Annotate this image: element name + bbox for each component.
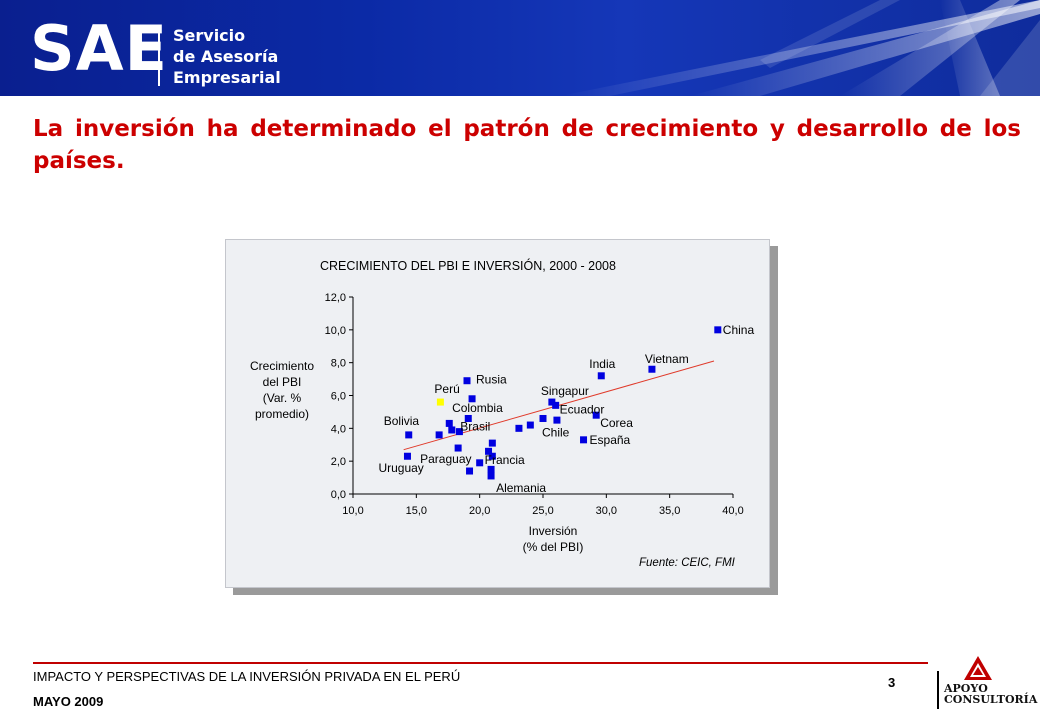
point-label: Vietnam — [645, 352, 689, 366]
data-point-rusia — [463, 377, 471, 385]
data-point-singapur — [548, 398, 556, 406]
point-label: China — [723, 323, 755, 337]
y-tick-label: 2,0 — [331, 456, 346, 468]
slide-headline: La inversión ha determinado el patrón de… — [33, 116, 1021, 174]
data-point-peru — [436, 398, 444, 406]
point-label: Colombia — [452, 401, 503, 415]
point-label: Rusia — [476, 373, 507, 387]
y-tick-label: 4,0 — [331, 423, 346, 435]
y-axis-title-line: del PBI — [263, 375, 302, 389]
x-tick-label: 30,0 — [596, 505, 617, 517]
point-label: Corea — [600, 416, 633, 430]
point-label: India — [589, 357, 615, 371]
y-tick-label: 6,0 — [331, 391, 346, 403]
data-point — [515, 424, 523, 432]
point-label: Brasil — [460, 419, 490, 433]
apoyo-logo-text: APOYO CONSULTORÍA — [944, 683, 1037, 705]
point-label: Chile — [542, 425, 570, 439]
apoyo-brand-line: CONSULTORÍA — [944, 693, 1038, 706]
y-axis-title-line: (Var. % — [263, 391, 302, 405]
x-tick-label: 10,0 — [342, 505, 363, 517]
data-point — [488, 439, 496, 447]
apoyo-brand-line: APOYO — [944, 682, 988, 695]
banner-light-rays — [560, 0, 1040, 96]
x-tick-label: 35,0 — [659, 505, 680, 517]
data-point-paraguay — [454, 444, 462, 452]
y-tick-label: 10,0 — [325, 325, 346, 337]
x-tick-label: 20,0 — [469, 505, 490, 517]
data-point — [435, 431, 443, 439]
logo-divider — [158, 28, 160, 86]
data-point — [487, 465, 495, 473]
data-point-colombia — [468, 395, 476, 403]
page-number: 3 — [888, 675, 896, 690]
x-axis-title: Inversión (% del PBI) — [523, 524, 584, 554]
data-point — [526, 421, 534, 429]
chart-title: CRECIMIENTO DEL PBI E INVERSIÓN, 2000 - … — [320, 258, 616, 273]
x-tick-label: 40,0 — [722, 505, 743, 517]
data-point-uruguay — [403, 452, 411, 460]
point-label: Uruguay — [378, 461, 423, 475]
y-axis-title: Crecimiento del PBI (Var. % promedio) — [250, 359, 314, 421]
chart-source-note: Fuente: CEIC, FMI — [639, 557, 736, 569]
y-tick-label: 8,0 — [331, 358, 346, 370]
data-point-vietnam — [648, 365, 656, 373]
y-axis-title-line: promedio) — [255, 407, 309, 421]
footer-title: IMPACTO Y PERSPECTIVAS DE LA INVERSIÓN P… — [33, 669, 461, 684]
footer-divider — [33, 662, 928, 664]
logo-subtitle: Servicio de Asesoría Empresarial — [173, 25, 281, 88]
data-point-francia — [476, 459, 484, 467]
data-point-ecuador — [552, 401, 560, 409]
data-point — [455, 428, 463, 436]
point-label: Singapur — [541, 384, 589, 398]
sae-logo: SAE — [30, 12, 168, 85]
header-banner: SAE Servicio de Asesoría Empresarial — [0, 0, 1040, 96]
data-point-bolivia — [405, 431, 413, 439]
logo-sub-line: Servicio — [173, 26, 246, 45]
data-point-chile — [539, 414, 547, 422]
apoyo-logo-bar — [937, 671, 939, 709]
data-point-brasil — [464, 414, 472, 422]
logo-sub-line: de Asesoría — [173, 47, 279, 66]
point-label: Bolivia — [384, 414, 420, 428]
x-tick-label: 25,0 — [532, 505, 553, 517]
y-axis-title-line: Crecimiento — [250, 359, 314, 373]
x-tick-label: 15,0 — [406, 505, 427, 517]
point-label: España — [590, 433, 631, 447]
data-point — [488, 452, 496, 460]
data-point-corea — [592, 411, 600, 419]
point-label: Alemania — [496, 481, 546, 495]
scatter-chart: CRECIMIENTO DEL PBI E INVERSIÓN, 2000 - … — [250, 258, 755, 569]
data-point-alemania — [487, 472, 495, 480]
x-axis-title-line: (% del PBI) — [523, 540, 584, 554]
point-label: Ecuador — [560, 402, 605, 416]
footer-date: MAYO 2009 — [33, 694, 104, 709]
data-point-china — [714, 326, 722, 334]
data-point — [466, 467, 474, 475]
point-label: Perú — [434, 382, 459, 396]
data-point — [445, 419, 453, 427]
logo-sub-line: Empresarial — [173, 68, 281, 87]
point-label: Francia — [485, 453, 525, 467]
x-axis-title-line: Inversión — [529, 524, 578, 538]
chart-panel: CRECIMIENTO DEL PBI E INVERSIÓN, 2000 - … — [225, 239, 770, 588]
data-point — [448, 426, 456, 434]
data-point — [485, 447, 493, 455]
point-label: Paraguay — [420, 452, 471, 466]
data-point-espana — [580, 436, 588, 444]
y-tick-label: 0,0 — [331, 489, 346, 501]
data-point-india — [597, 372, 605, 380]
data-point — [553, 416, 561, 424]
y-tick-label: 12,0 — [325, 292, 346, 304]
apoyo-logo-icon — [964, 656, 992, 680]
